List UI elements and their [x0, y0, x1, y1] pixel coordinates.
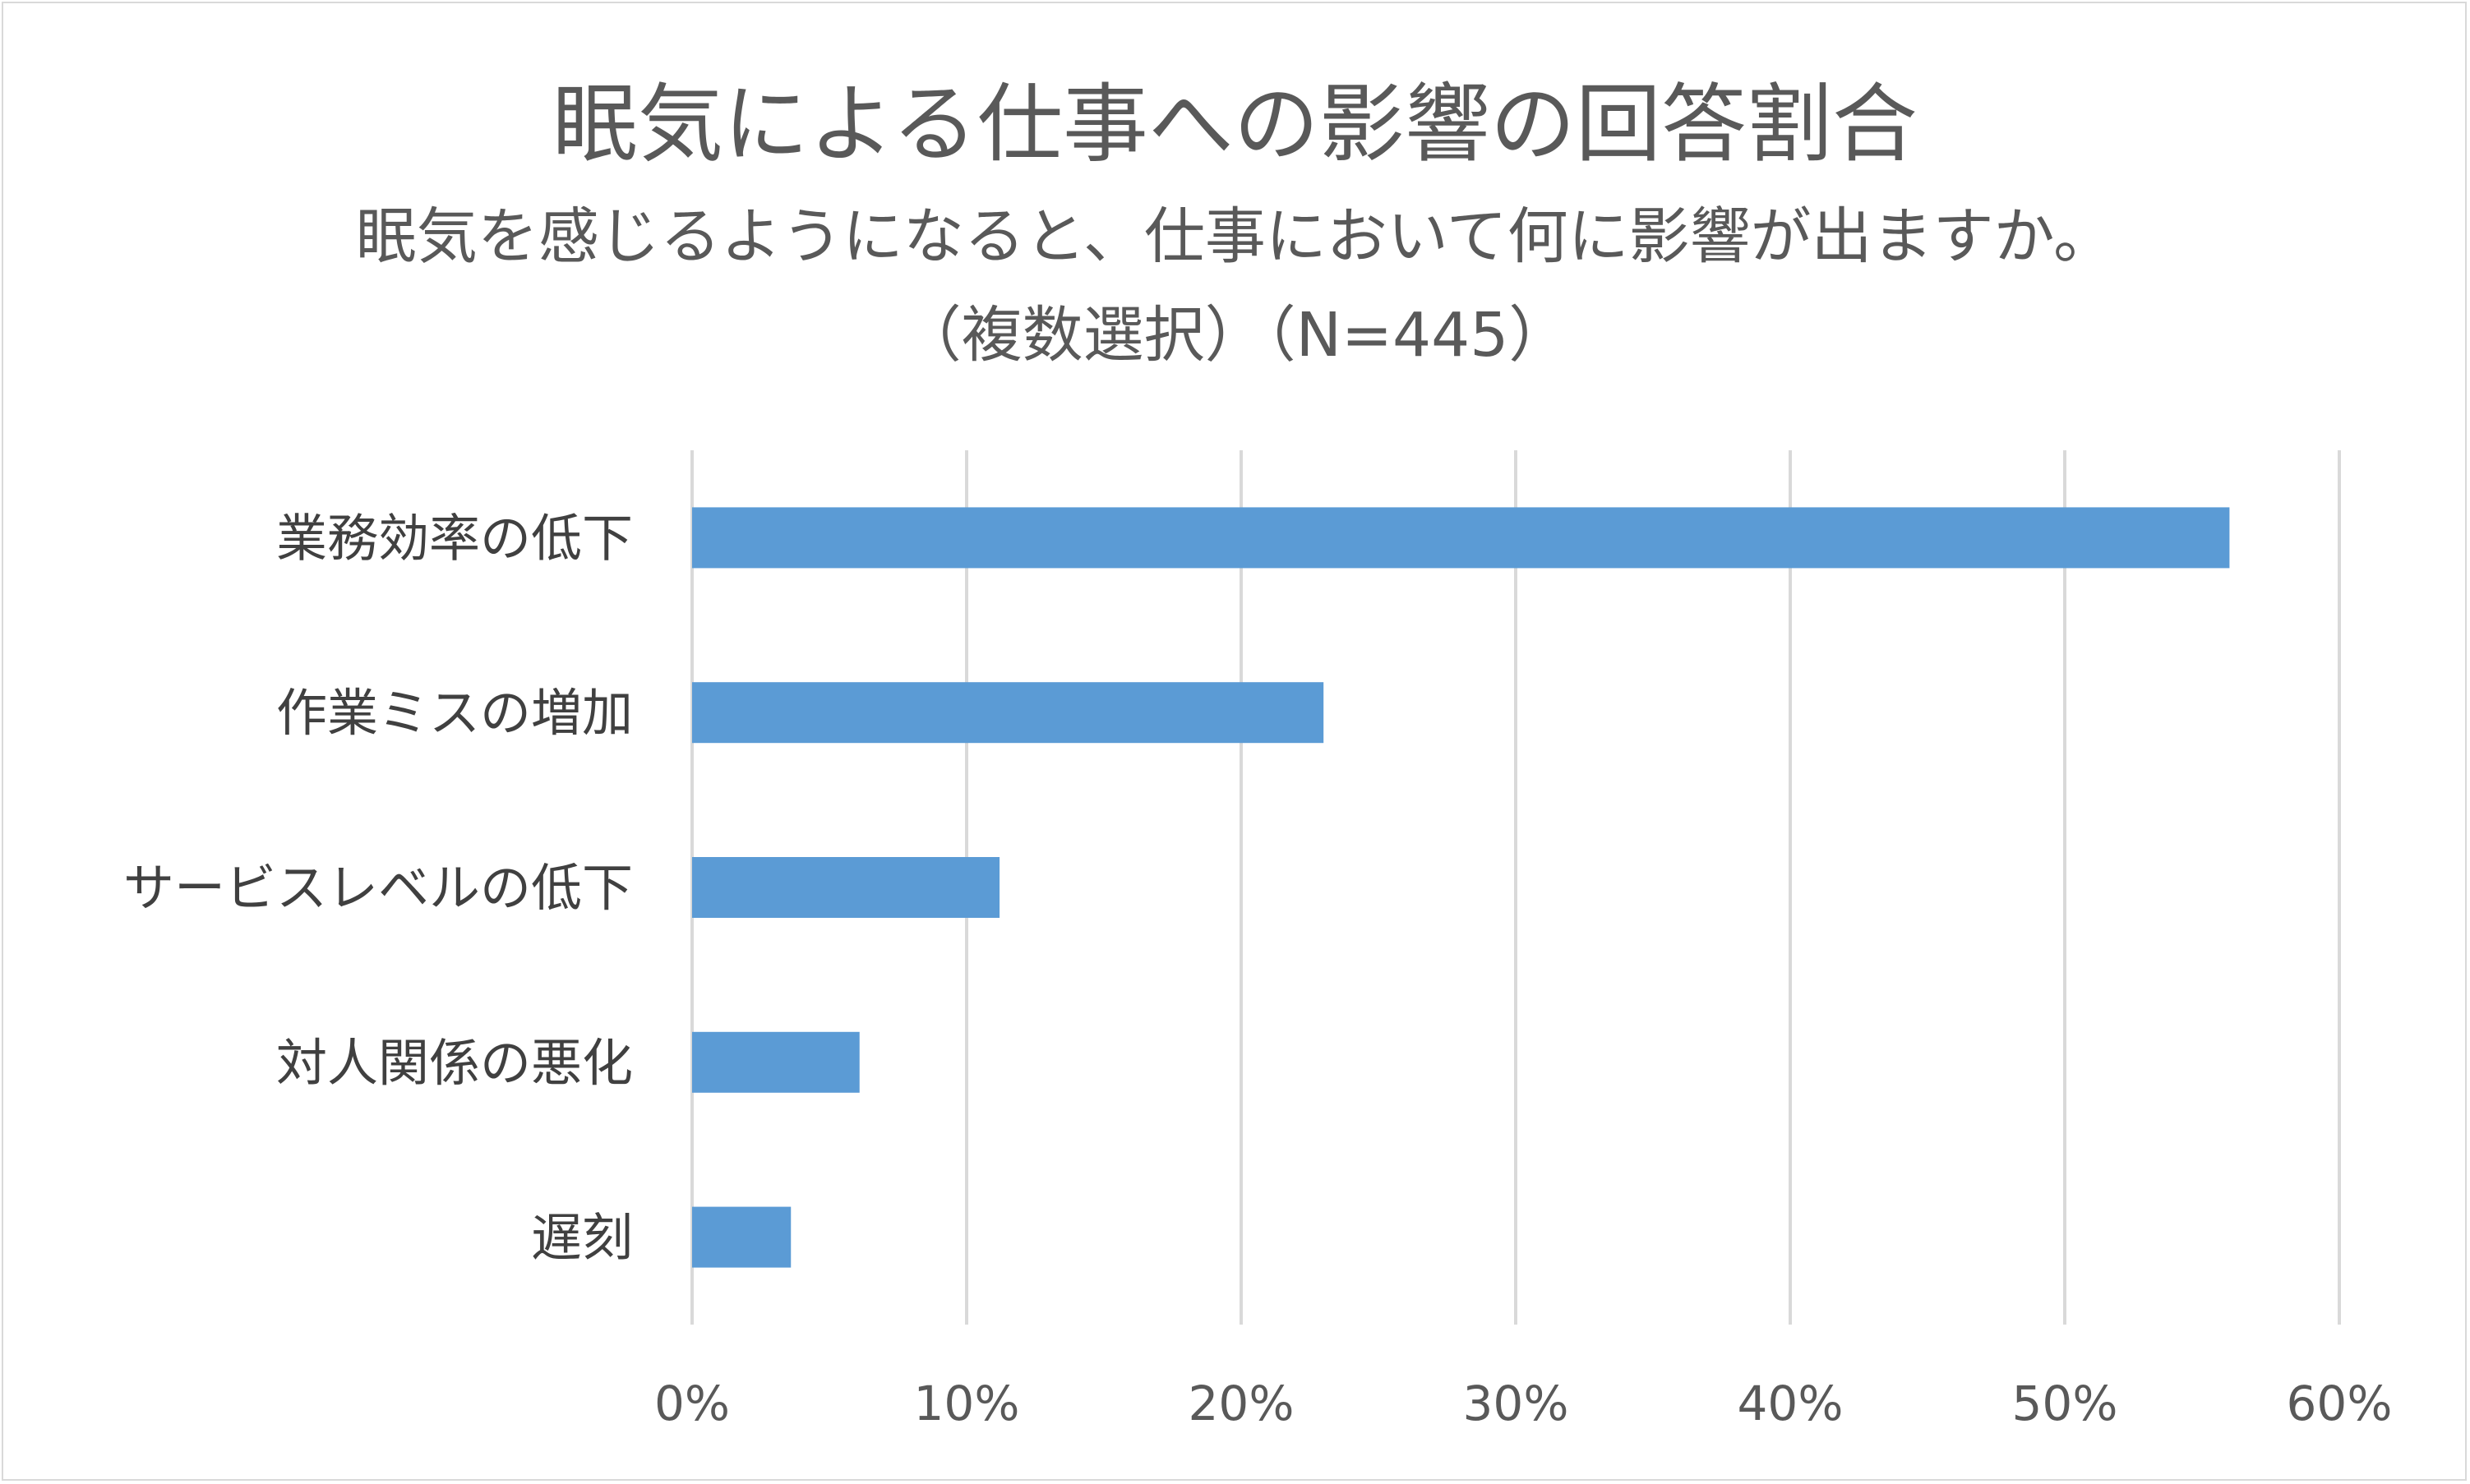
category-label: サービスレベルの低下 [123, 858, 633, 918]
bar [692, 1206, 792, 1268]
category-label: 対人関係の悪化 [276, 1033, 633, 1093]
x-tick-label: 10% [914, 1376, 1020, 1431]
category-label: 遅刻 [531, 1208, 633, 1268]
x-tick-label: 60% [2287, 1376, 2393, 1431]
bar [692, 682, 1324, 744]
x-tick-label: 0% [654, 1376, 730, 1431]
x-tick-label: 50% [2012, 1376, 2118, 1431]
x-tick-label: 30% [1463, 1376, 1569, 1431]
bar [692, 507, 2230, 569]
x-tick-label: 20% [1189, 1376, 1295, 1431]
chart-subtitle-note: （複数選択）（N=445） [900, 300, 1570, 371]
chart-title: 眠気による仕事への影響の回答割合 [552, 74, 1918, 174]
bar [692, 857, 1000, 918]
x-tick-label: 40% [1738, 1376, 1844, 1431]
chart-subtitle: 眠気を感じるようになると、仕事において何に影響が出ますか。 [355, 201, 2115, 272]
bar [692, 1031, 860, 1093]
category-label: 作業ミスの増加 [276, 683, 633, 743]
category-label: 業務効率の低下 [276, 508, 633, 568]
